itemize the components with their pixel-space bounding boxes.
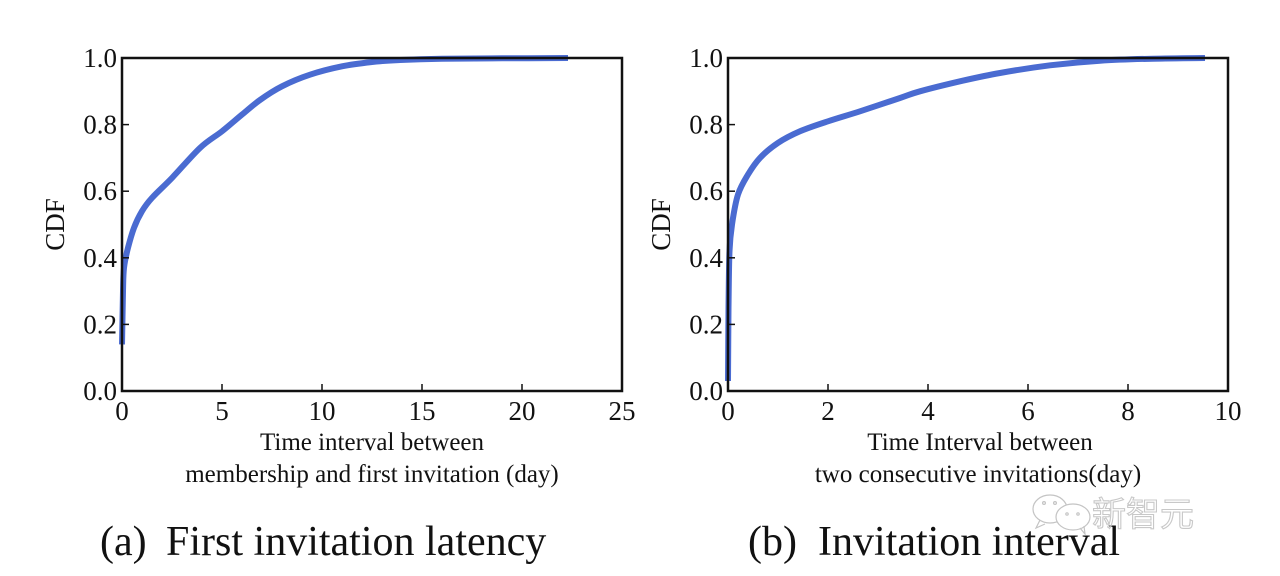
x-tick-label: 4 [921,396,935,426]
y-tick-label: 0.0 [83,376,117,406]
x-tick-label: 20 [509,396,536,426]
x-ticks-b: 0 2 4 6 8 10 [721,384,1242,426]
cdf-series-b [725,55,1206,382]
y-axis-label-a: CDF [40,198,70,251]
y-ticks-b: 0.0 0.2 0.4 0.6 0.8 1.0 [689,43,735,406]
watermark-text: 新智元 [1092,495,1194,535]
x-tick-label: 2 [821,396,835,426]
x-axis-label-a-line1: Time interval between [260,429,485,456]
y-ticks-a: 0.0 0.2 0.4 0.6 0.8 1.0 [83,43,129,406]
y-tick-label: 0.6 [689,176,723,206]
y-axis-label-b: CDF [646,198,676,251]
plot-frame-a [120,56,624,393]
y-tick-label: 0.4 [689,243,723,273]
x-tick-label: 0 [115,396,129,426]
y-tick-label: 0.0 [689,376,723,406]
x-axis-label-b-line2: two consecutive invitations(day) [815,461,1141,488]
x-tick-label: 0 [721,396,735,426]
panel-a: 0 5 10 15 20 25 0.0 0.2 0.4 0.6 0.8 1.0 CDF Time i… [40,43,636,565]
y-tick-label: 1.0 [83,43,117,73]
x-tick-label: 6 [1021,396,1035,426]
caption-b-prefix: (b) [748,519,797,565]
y-tick-label: 0.4 [83,243,117,273]
watermark: 新智元 [1032,494,1195,536]
x-tick-label: 10 [309,396,336,426]
x-tick-label: 15 [409,396,436,426]
cdf-line [725,55,1206,382]
plot-frame-b [726,56,1230,393]
x-ticks-a: 0 5 10 15 20 25 [115,384,636,426]
y-tick-label: 0.2 [689,309,723,339]
y-tick-label: 1.0 [689,43,723,73]
cdf-series-a [119,55,569,345]
x-tick-label: 10 [1215,396,1242,426]
y-tick-label: 0.2 [83,309,117,339]
x-axis-label-a-line2: membership and first invitation (day) [185,461,559,488]
y-tick-label: 0.8 [689,110,723,140]
caption-a: First invitation latency [166,519,546,565]
x-tick-label: 25 [609,396,636,426]
y-tick-label: 0.8 [83,110,117,140]
x-tick-label: 5 [215,396,229,426]
x-axis-label-b-line1: Time Interval between [867,429,1093,456]
wechat-logo-icon [1032,494,1091,536]
x-tick-label: 8 [1121,396,1135,426]
caption-a-prefix: (a) [100,519,147,565]
cdf-line [119,55,569,345]
y-tick-label: 0.6 [83,176,117,206]
panel-b: 0 2 4 6 8 10 0.0 0.2 0.4 0.6 0.8 1.0 CDF Time Inte… [646,43,1242,565]
